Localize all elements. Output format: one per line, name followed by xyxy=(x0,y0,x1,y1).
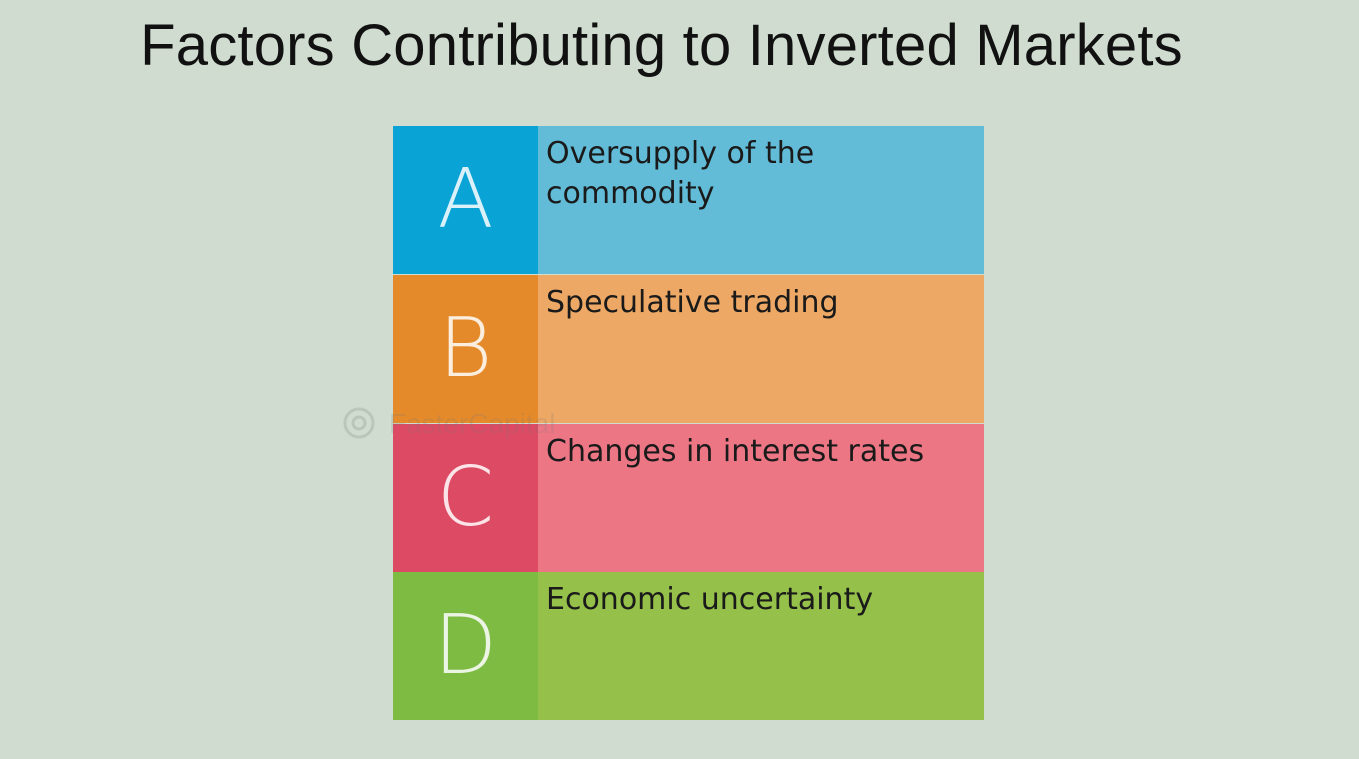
page-title: Factors Contributing to Inverted Markets xyxy=(0,12,1323,79)
gear-icon xyxy=(345,409,373,437)
factor-letter-d: D xyxy=(434,605,497,687)
factor-letter-c: C xyxy=(437,457,494,539)
factor-row-b: B Speculative trading xyxy=(393,275,984,423)
factor-text-b: Speculative trading xyxy=(546,283,966,323)
factor-letter-box-c: C xyxy=(393,424,538,572)
factor-letter-box-b: B xyxy=(393,275,538,423)
factor-letter-box-d: D xyxy=(393,572,538,720)
factor-list: A Oversupply of the commodity B Speculat… xyxy=(393,126,984,720)
factor-text-d: Economic uncertainty xyxy=(546,580,966,620)
factor-text-box-d: Economic uncertainty xyxy=(538,572,984,720)
factor-text-a: Oversupply of the commodity xyxy=(546,134,966,214)
factor-text-box-a: Oversupply of the commodity xyxy=(538,126,984,274)
factor-letter-box-a: A xyxy=(393,126,538,274)
factor-row-d: D Economic uncertainty xyxy=(393,572,984,720)
factor-row-a: A Oversupply of the commodity xyxy=(393,126,984,274)
factor-row-c: C Changes in interest rates xyxy=(393,424,984,572)
factor-text-box-b: Speculative trading xyxy=(538,275,984,423)
factor-text-box-c: Changes in interest rates xyxy=(538,424,984,572)
factor-letter-b: B xyxy=(439,308,493,390)
factor-text-c: Changes in interest rates xyxy=(546,432,966,472)
factor-letter-a: A xyxy=(437,159,493,241)
